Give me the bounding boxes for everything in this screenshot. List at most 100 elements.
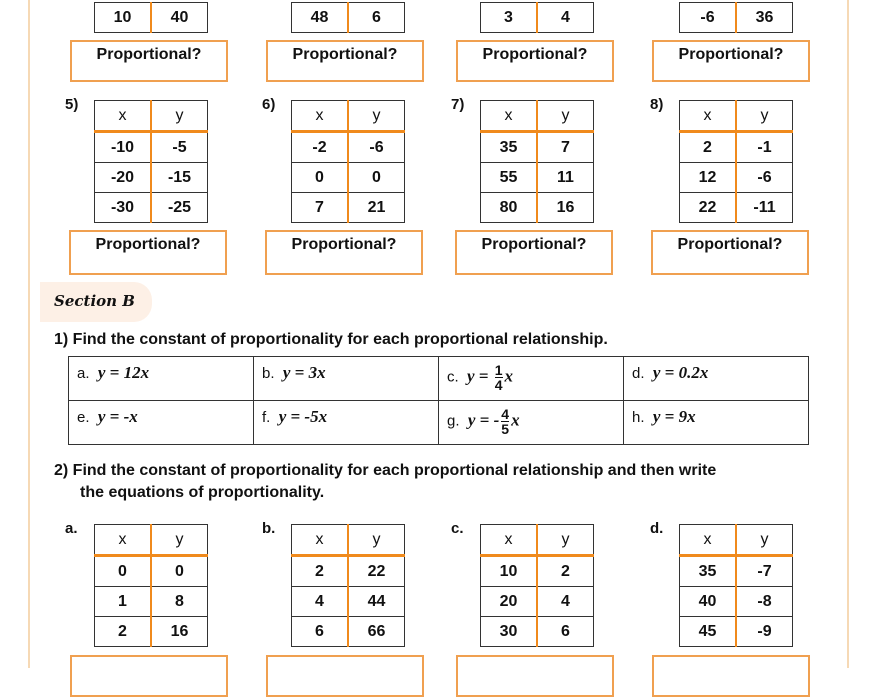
question-2-line2: the equations of proportionality. [80, 484, 325, 501]
y-value: -6 [735, 162, 793, 193]
problem-number: 6) [262, 96, 276, 113]
denominator: 4 [494, 377, 503, 393]
answer-box[interactable] [456, 655, 614, 697]
equation-label: c. [447, 368, 459, 386]
header-x: x [480, 524, 538, 557]
equation-label: f. [262, 409, 271, 426]
numerator: 1 [494, 362, 503, 378]
equation-cell: b. y = 3x [253, 356, 439, 401]
equation: y = 12x [97, 363, 150, 382]
proportional-answer-box[interactable]: Proportional? [266, 40, 424, 82]
box-label: Proportional? [482, 46, 588, 63]
equation: y = -x [97, 407, 138, 426]
header-x: x [94, 100, 152, 133]
header-y: y [735, 524, 793, 557]
x-value: 6 [291, 616, 349, 647]
table-row: 30 6 [480, 616, 594, 647]
header-y: y [150, 100, 208, 133]
y-value: 11 [536, 162, 594, 193]
x-value: 22 [679, 192, 737, 223]
y-value: 8 [150, 586, 208, 617]
y-value: -11 [735, 192, 793, 223]
equation-cell: e. y = -x [68, 400, 254, 445]
y-value: -6 [347, 131, 405, 163]
table-row: -20 -15 [94, 162, 208, 193]
answer-box[interactable] [652, 655, 810, 697]
answer-box[interactable] [266, 655, 424, 697]
equation-variable: x [511, 410, 520, 430]
y-value: 36 [735, 2, 793, 33]
equation: y = 3x [282, 363, 326, 382]
table-row: 2 -1 [679, 131, 793, 163]
proportional-answer-box[interactable]: Proportional? [651, 230, 809, 275]
header-x: x [480, 100, 538, 133]
xy-table: x y -10 -5 -20 -15 -30 -25 [94, 100, 208, 223]
problem-number: 7) [451, 96, 465, 113]
equation: y = -5x [278, 407, 328, 426]
proportional-answer-box[interactable]: Proportional? [70, 40, 228, 82]
table-row: 55 11 [480, 162, 594, 193]
xy-table: x y 0 0 1 8 2 16 [94, 524, 208, 647]
proportional-answer-box[interactable]: Proportional? [652, 40, 810, 82]
x-value: 10 [94, 2, 152, 33]
x-value: 7 [291, 192, 349, 223]
xy-table: x y 35 7 55 11 80 16 [480, 100, 594, 223]
table-row: 45 -9 [679, 616, 793, 647]
table-row: 35 -7 [679, 555, 793, 587]
denominator: 5 [501, 421, 510, 437]
header-x: x [679, 524, 737, 557]
equation-label: a. [77, 365, 90, 382]
table-row: -10 -5 [94, 131, 208, 163]
y-value: 4 [536, 2, 594, 33]
header-x: x [291, 100, 349, 133]
xy-table: x y 35 -7 40 -8 45 -9 [679, 524, 793, 647]
x-value: 80 [480, 192, 538, 223]
x-value: 10 [480, 555, 538, 587]
x-value: 3 [480, 2, 538, 33]
xy-table: 10 40 [94, 2, 208, 33]
table-row: -2 -6 [291, 131, 405, 163]
x-value: -6 [679, 2, 737, 33]
problem-label: d. [650, 520, 664, 537]
xy-table: -6 36 [679, 2, 793, 33]
xy-table: x y 2 -1 12 -6 22 -11 [679, 100, 793, 223]
table-row: 40 -8 [679, 586, 793, 617]
y-value: 44 [347, 586, 405, 617]
x-value: -2 [291, 131, 349, 163]
x-value: 0 [94, 555, 152, 587]
proportional-answer-box[interactable]: Proportional? [69, 230, 227, 275]
y-value: -8 [735, 586, 793, 617]
equations-table: a. y = 12x b. y = 3x c. y = 1 4 x d. y = 0.2x… [68, 356, 809, 445]
x-value: 40 [679, 586, 737, 617]
proportional-answer-box[interactable]: Proportional? [455, 230, 613, 275]
xy-table: x y -2 -6 0 0 7 21 [291, 100, 405, 223]
header-x: x [291, 524, 349, 557]
proportional-answer-box[interactable]: Proportional? [456, 40, 614, 82]
table-row: 2 16 [94, 616, 208, 647]
equation: y = 0.2x [652, 363, 709, 382]
equation-row: a. y = 12x b. y = 3x c. y = 1 4 x d. y = 0.2x [68, 356, 809, 401]
y-value: 0 [347, 162, 405, 193]
table-row: 6 66 [291, 616, 405, 647]
problem-number: 8) [650, 96, 664, 113]
equation-lhs: y = - [467, 410, 500, 430]
problem-number: 5) [65, 96, 79, 113]
x-value: 1 [94, 586, 152, 617]
y-value: 7 [536, 131, 594, 163]
header-y: y [150, 524, 208, 557]
table-row: 7 21 [291, 192, 405, 223]
question-1: 1) Find the constant of proportionality … [54, 331, 608, 348]
x-value: 30 [480, 616, 538, 647]
equation-label: d. [632, 365, 645, 382]
y-value: -5 [150, 131, 208, 163]
y-value: 0 [150, 555, 208, 587]
answer-box[interactable] [70, 655, 228, 697]
proportional-answer-box[interactable]: Proportional? [265, 230, 423, 275]
